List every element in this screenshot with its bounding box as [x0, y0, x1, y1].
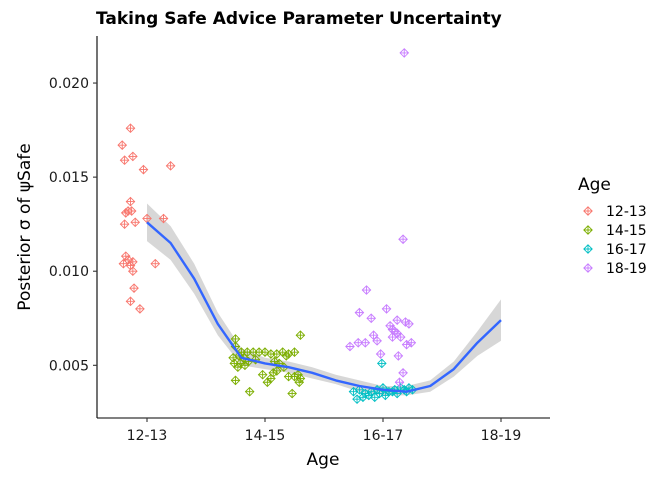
data-point-14-15 [240, 360, 250, 371]
y-ticks: 0.005 0.010 0.015 0.020 [49, 76, 97, 374]
data-point-14-15 [293, 369, 303, 380]
legend-key-12-13 [583, 206, 593, 216]
data-point-14-15 [262, 377, 273, 388]
data-point-14-15 [260, 347, 270, 357]
data-point-18-19 [393, 351, 404, 361]
data-point-18-19 [361, 285, 372, 295]
smooth-curve [146, 221, 502, 393]
data-point-12-13 [128, 266, 138, 277]
data-point-18-19 [368, 330, 379, 341]
data-point-18-19 [395, 332, 406, 342]
x-tick-label: 18-19 [481, 428, 522, 444]
legend-label-18-19: 18-19 [606, 261, 647, 277]
legend-key-18-19 [583, 263, 593, 273]
confidence-ribbon [147, 203, 501, 396]
data-point-12-13 [158, 213, 169, 224]
data-point-12-13 [125, 296, 136, 307]
data-point-18-19 [394, 377, 405, 388]
data-point-16-17 [380, 390, 391, 401]
data-point-18-19 [354, 307, 365, 318]
data-point-18-19 [381, 304, 392, 314]
data-point-12-13 [125, 123, 136, 134]
data-point-18-19 [375, 349, 386, 359]
data-point-18-19 [398, 234, 408, 245]
y-tick-label: 0.020 [49, 76, 89, 92]
y-tick-label: 0.015 [49, 170, 89, 186]
data-point-16-17 [376, 358, 387, 369]
legend-label-12-13: 12-13 [606, 204, 647, 220]
legend: Age 12-13 14-15 16-17 18-19 [578, 175, 647, 277]
legend-label-16-17: 16-17 [606, 242, 647, 258]
data-point-18-19 [353, 337, 364, 348]
data-point-16-17 [364, 390, 374, 401]
data-point-16-17 [374, 388, 385, 399]
data-point-18-19 [387, 332, 398, 342]
data-point-12-13 [119, 219, 130, 230]
data-point-12-13 [150, 258, 161, 269]
data-point-12-13 [117, 140, 128, 150]
legend-key-16-17 [583, 244, 593, 254]
data-point-18-19 [372, 336, 382, 346]
data-point-14-15 [230, 375, 241, 386]
data-point-14-15 [268, 368, 279, 378]
data-point-18-19 [345, 341, 355, 352]
data-point-14-15 [244, 386, 255, 397]
x-ticks: 12-13 14-15 16-17 18-19 [127, 418, 522, 444]
legend-key-14-15 [583, 225, 593, 235]
data-point-12-13 [165, 161, 176, 171]
y-tick-label: 0.005 [49, 358, 89, 374]
y-axis-title: Posterior σ of ψSafe [15, 143, 35, 310]
x-axis-title: Age [307, 450, 340, 470]
ribbon-area [147, 203, 501, 396]
legend-label-14-15: 14-15 [606, 223, 647, 239]
data-point-12-13 [125, 196, 136, 207]
data-point-14-15 [257, 369, 268, 380]
data-point-18-19 [398, 368, 408, 378]
data-point-18-19 [366, 313, 377, 324]
data-point-12-13 [135, 304, 145, 314]
y-tick-label: 0.010 [49, 264, 89, 280]
x-tick-label: 16-17 [363, 428, 404, 444]
data-point-14-15 [228, 352, 238, 363]
smooth-line [146, 221, 502, 393]
data-point-14-15 [289, 347, 300, 357]
chart-title: Taking Safe Advice Parameter Uncertainty [96, 9, 502, 29]
data-point-18-19 [392, 315, 402, 325]
data-point-12-13 [138, 164, 149, 175]
data-point-14-15 [281, 351, 292, 361]
data-point-18-19 [404, 319, 414, 329]
data-point-12-13 [126, 206, 137, 216]
data-point-18-19 [406, 337, 417, 348]
data-point-12-13 [120, 208, 131, 218]
data-point-12-13 [130, 217, 141, 228]
data-point-12-13 [118, 258, 129, 269]
data-point-12-13 [129, 283, 139, 293]
data-point-12-13 [128, 151, 138, 162]
data-point-12-13 [119, 155, 130, 166]
data-point-14-15 [287, 388, 297, 399]
data-point-18-19 [399, 48, 410, 58]
x-tick-label: 12-13 [127, 428, 168, 444]
legend-title: Age [578, 175, 611, 195]
data-point-14-15 [295, 330, 306, 341]
x-tick-label: 14-15 [245, 428, 286, 444]
data-point-12-13 [125, 260, 136, 271]
